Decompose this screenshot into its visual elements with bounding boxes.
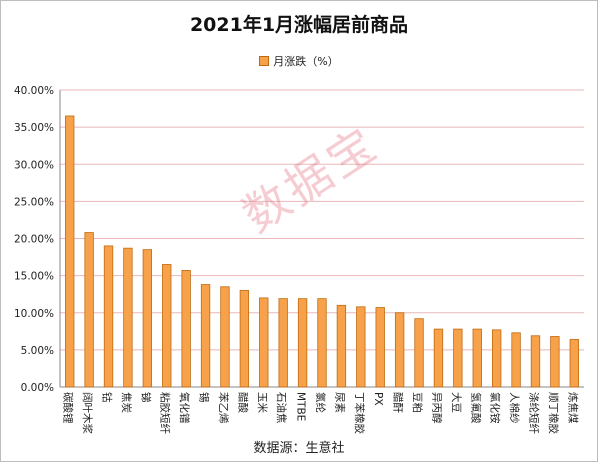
x-tick-label: 氯化铵 [489, 392, 502, 424]
x-tick-label: 苯乙烯 [217, 392, 230, 424]
x-tick-label: 醋酸 [236, 392, 249, 413]
x-tick-label: 焦炭 [120, 392, 133, 413]
x-tick-label: 丁苯橡胶 [353, 392, 366, 434]
x-tick-label: 人棉纱 [508, 392, 521, 424]
bar [375, 307, 385, 388]
bar [65, 115, 75, 388]
x-tick-label: 碳酸锂 [62, 392, 75, 424]
bar [472, 328, 482, 388]
bar [550, 336, 560, 388]
bar [511, 332, 521, 388]
y-tick-label: 35.00% [14, 122, 54, 134]
y-tick-label: 25.00% [14, 196, 54, 208]
y-tick-label: 40.00% [14, 85, 54, 97]
y-tick-label: 15.00% [14, 271, 54, 283]
x-tick-label: 氢氟酸 [469, 392, 482, 424]
chart-title: 2021年1月涨幅居前商品 [189, 14, 409, 36]
x-tick-label: 醋酐 [392, 392, 405, 413]
bar [123, 247, 133, 388]
bar [239, 290, 250, 388]
y-tick-label: 0.00% [21, 382, 54, 394]
legend-label: 月涨跌（%） [273, 55, 339, 68]
x-tick-label: 锡 [198, 392, 211, 403]
bar [569, 339, 579, 388]
x-tick-label: 锑 [139, 392, 152, 403]
bar [356, 306, 366, 388]
x-tick-label: 顺丁橡胶 [547, 392, 560, 434]
x-tick-label: 粘胶短纤 [159, 392, 172, 434]
x-tick-label: 玉米 [256, 392, 269, 413]
bar [414, 318, 424, 388]
bar [491, 329, 502, 388]
x-tick-label: 大豆 [450, 392, 463, 413]
bar [297, 298, 308, 388]
x-tick-label: 氧化镨 [178, 392, 191, 424]
bar [278, 298, 288, 388]
bar [220, 286, 230, 388]
bar [453, 328, 463, 388]
x-tick-label: 氯纶 [314, 392, 327, 413]
x-tick-label: PX [372, 392, 384, 406]
legend: 月涨跌（%） [0, 53, 598, 69]
x-tick-label: 阔叶木浆 [81, 392, 94, 434]
x-tick-label: 涤纶短纤 [527, 392, 540, 434]
x-tick-label: 炼焦煤 [566, 392, 579, 424]
bar [317, 298, 327, 388]
bar [530, 335, 541, 388]
x-tick-label: 石油焦 [275, 392, 288, 424]
bar [259, 297, 269, 388]
y-tick-label: 30.00% [14, 159, 54, 171]
x-tick-label: MTBE [295, 392, 307, 421]
bar [162, 264, 172, 388]
bar [142, 249, 153, 388]
bar [103, 245, 114, 388]
y-tick-label: 20.00% [14, 234, 54, 246]
bar [394, 312, 405, 388]
x-tick-label: 钴 [101, 392, 113, 403]
x-tick-label: 豆粕 [411, 392, 424, 413]
data-source: 数据源：生意社 [253, 441, 345, 456]
legend-swatch [259, 56, 270, 66]
bar [200, 284, 211, 388]
x-tick-label: 尿素 [333, 392, 346, 413]
bar [433, 328, 444, 388]
y-tick-label: 5.00% [21, 345, 54, 357]
bar [181, 270, 191, 388]
y-tick-label: 10.00% [14, 308, 54, 320]
x-tick-label: 异丙醇 [430, 392, 443, 424]
bar [84, 232, 94, 388]
bar [336, 304, 347, 388]
